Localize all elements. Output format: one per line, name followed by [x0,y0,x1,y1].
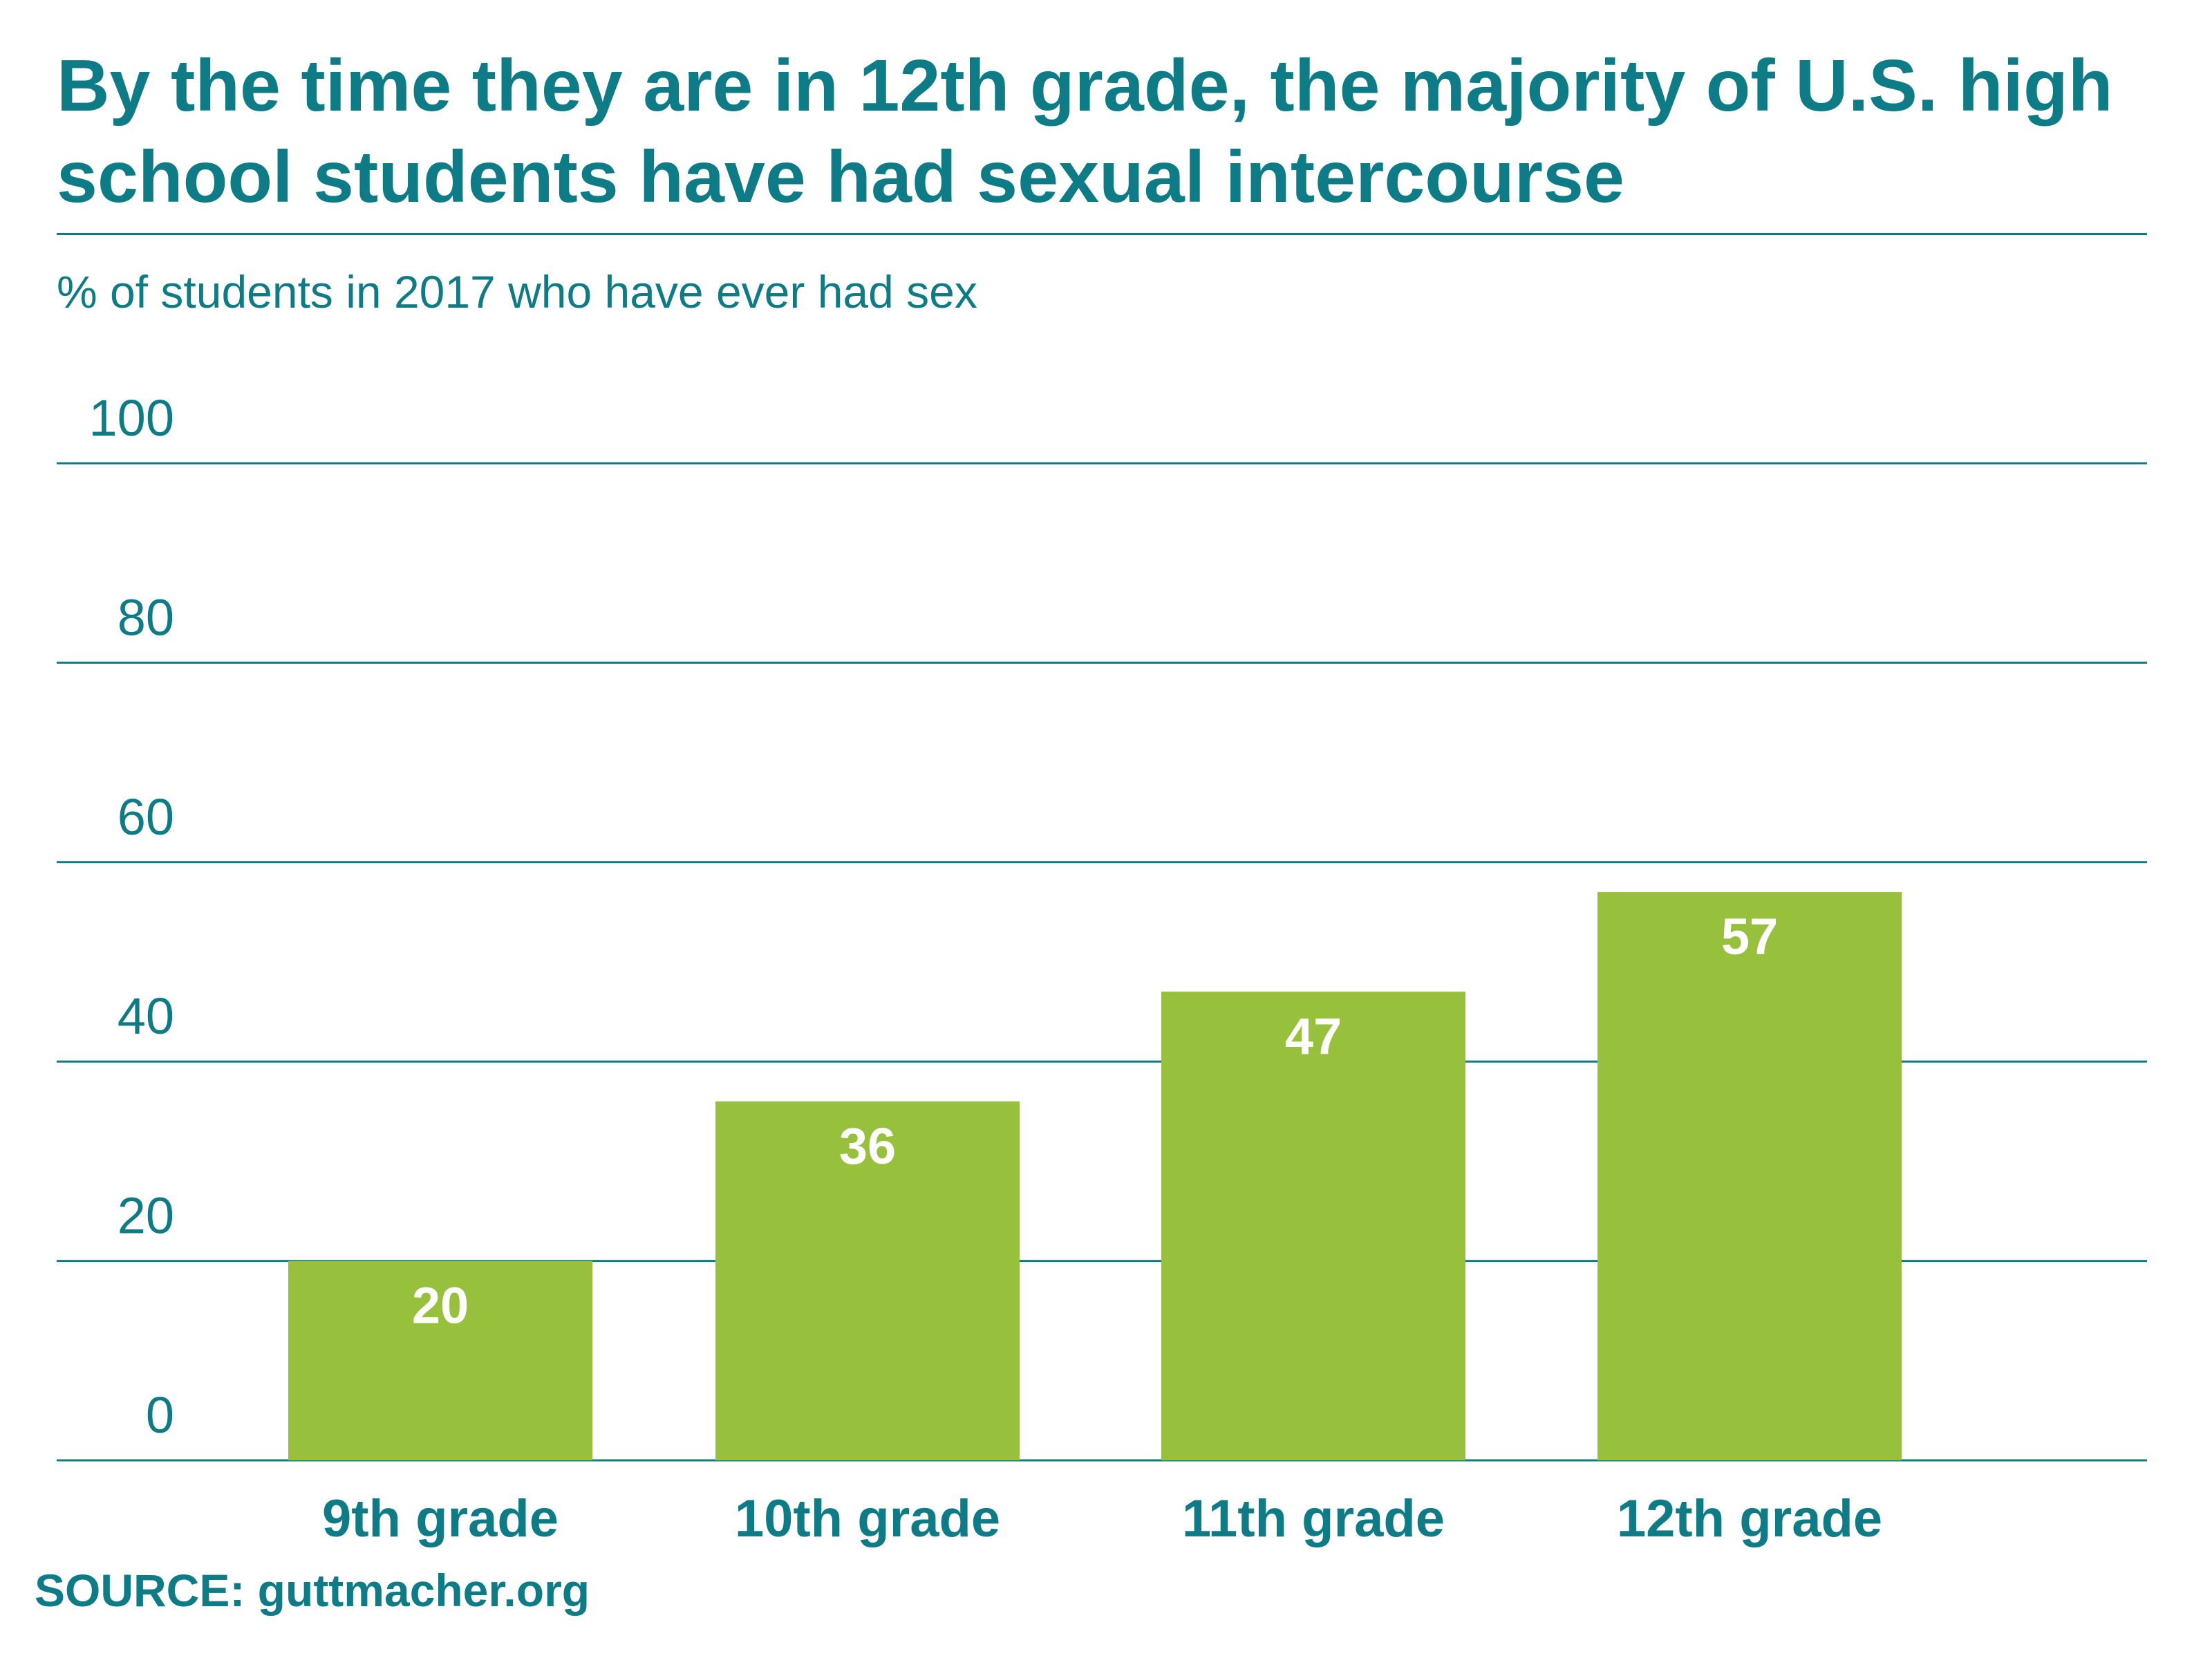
y-tick-label: 60 [118,788,174,846]
bar-3 [1161,992,1465,1460]
source-note: SOURCE: guttmacher.org [35,1565,590,1616]
x-axis-labels: 9th grade 10th grade 11th grade 12th grade [322,1489,1882,1548]
bar-value-label: 20 [412,1277,469,1334]
y-tick-label: 100 [89,389,174,447]
y-tick-label: 80 [118,588,174,646]
bar-value-label: 47 [1285,1007,1342,1065]
y-tick-label: 0 [146,1386,174,1444]
chart-title: By the time they are in 12th grade, the … [57,45,2113,218]
x-tick-label: 11th grade [1182,1489,1445,1548]
y-axis-ticks: 0 20 40 60 80 100 [89,389,174,1444]
bar-4 [1597,892,1902,1460]
y-tick-label: 20 [118,1187,174,1245]
bar-value-label: 57 [1721,908,1778,965]
bar-value-labels: 20 36 47 57 [412,908,1778,1334]
x-tick-label: 9th grade [322,1489,559,1548]
x-tick-label: 12th grade [1617,1489,1882,1548]
bar-2 [715,1101,1020,1460]
bar-1 [288,1261,592,1460]
title-divider [57,233,2147,235]
chart-subtitle: % of students in 2017 who have ever had … [57,266,977,317]
bars [288,892,1902,1460]
x-tick-label: 10th grade [735,1489,1000,1548]
y-tick-label: 40 [118,987,174,1045]
bar-value-label: 36 [839,1117,896,1175]
